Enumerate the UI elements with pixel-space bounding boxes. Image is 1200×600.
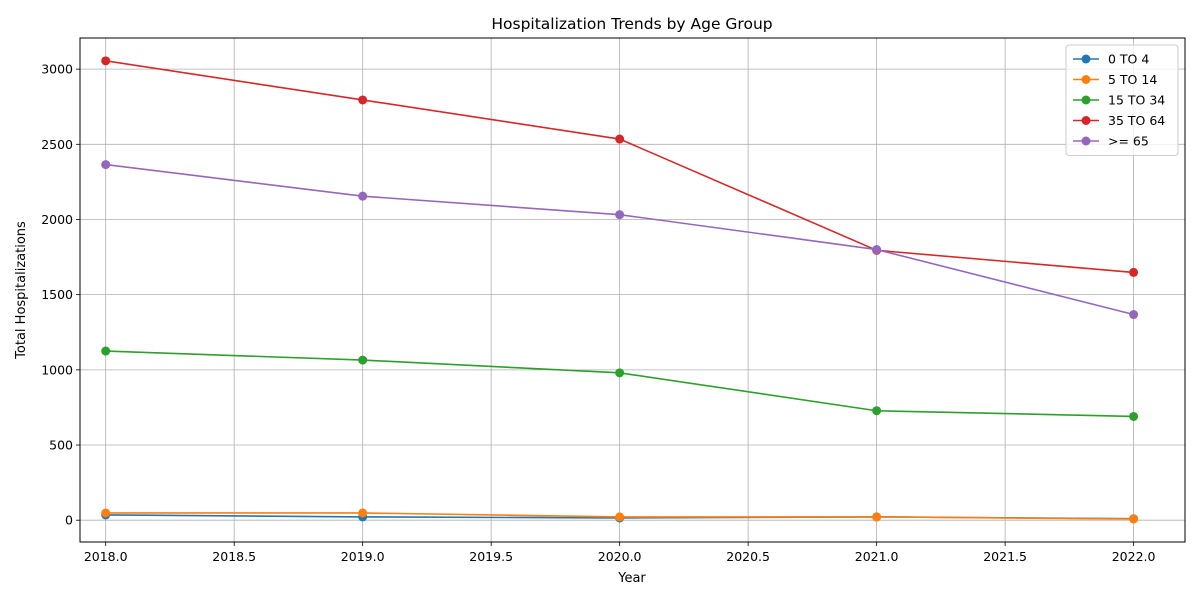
data-point <box>358 191 368 201</box>
legend-entry: 15 TO 34 <box>1073 93 1165 108</box>
y-axis-ticks: 0 500 1000 1500 2000 2500 3000 <box>41 62 80 528</box>
legend-entry: >= 65 <box>1073 134 1149 149</box>
legend-box <box>1065 44 1179 156</box>
data-point <box>358 508 368 518</box>
y-tick-label: 3000 <box>41 62 73 77</box>
data-point <box>872 406 882 416</box>
data-point <box>1129 267 1139 277</box>
y-tick-label: 2500 <box>41 137 73 152</box>
y-axis-label: Total Hospitalizations <box>14 221 29 360</box>
legend-label: 35 TO 64 <box>1108 113 1165 128</box>
series-group <box>101 56 1139 524</box>
legend-marker <box>1081 116 1091 125</box>
y-tick-label: 0 <box>65 513 73 528</box>
legend-label: 0 TO 4 <box>1108 52 1149 67</box>
x-tick-label: 2021.5 <box>983 549 1027 564</box>
data-point <box>101 160 111 170</box>
y-tick-label: 2000 <box>41 212 73 227</box>
data-point <box>615 368 625 378</box>
data-point <box>872 512 882 522</box>
data-point <box>615 210 625 220</box>
legend-marker <box>1081 54 1091 64</box>
data-point <box>1129 514 1139 524</box>
data-point <box>101 508 111 518</box>
y-tick-label: 500 <box>49 438 73 453</box>
x-tick-label: 2022.0 <box>1112 549 1156 564</box>
series-1 <box>101 508 1139 524</box>
legend-entry: 5 TO 14 <box>1073 72 1157 87</box>
legend-entry: 35 TO 64 <box>1073 113 1165 128</box>
legend-marker <box>1081 136 1091 146</box>
legend-entry: 0 TO 4 <box>1073 52 1149 67</box>
data-point <box>358 95 368 105</box>
legend-label: >= 65 <box>1108 134 1149 149</box>
x-tick-label: 2018.0 <box>84 549 128 564</box>
data-point <box>101 56 111 66</box>
legend-marker <box>1081 95 1091 105</box>
data-point <box>101 346 111 356</box>
legend-label: 5 TO 14 <box>1108 72 1157 87</box>
data-point <box>872 245 882 255</box>
plot-frame <box>79 37 1186 543</box>
legend: 0 TO 4 5 TO 14 15 TO 34 35 TO 64 >= 65 <box>1065 44 1179 156</box>
x-axis-ticks: 2018.0 2018.5 2019.0 2019.5 2020.0 2020.5 2021… <box>84 542 1156 564</box>
series-2 <box>101 346 1139 421</box>
x-tick-label: 2020.5 <box>726 549 770 564</box>
data-point <box>358 355 368 365</box>
x-tick-label: 2018.5 <box>212 549 256 564</box>
x-tick-label: 2021.0 <box>855 549 899 564</box>
x-tick-label: 2019.5 <box>469 549 513 564</box>
data-point <box>1129 411 1139 421</box>
y-tick-label: 1000 <box>41 362 73 377</box>
series-4 <box>101 160 1139 320</box>
data-point <box>615 512 625 522</box>
x-axis-label: Year <box>617 571 646 586</box>
data-point <box>1129 310 1139 320</box>
chart-title: Hospitalization Trends by Age Group <box>491 15 772 33</box>
plot-area <box>80 38 1185 542</box>
legend-marker <box>1081 75 1091 84</box>
legend-label: 15 TO 34 <box>1108 93 1165 108</box>
y-tick-label: 1500 <box>41 287 73 302</box>
x-tick-label: 2019.0 <box>341 549 385 564</box>
x-tick-label: 2020.0 <box>598 549 642 564</box>
data-point <box>615 134 625 144</box>
